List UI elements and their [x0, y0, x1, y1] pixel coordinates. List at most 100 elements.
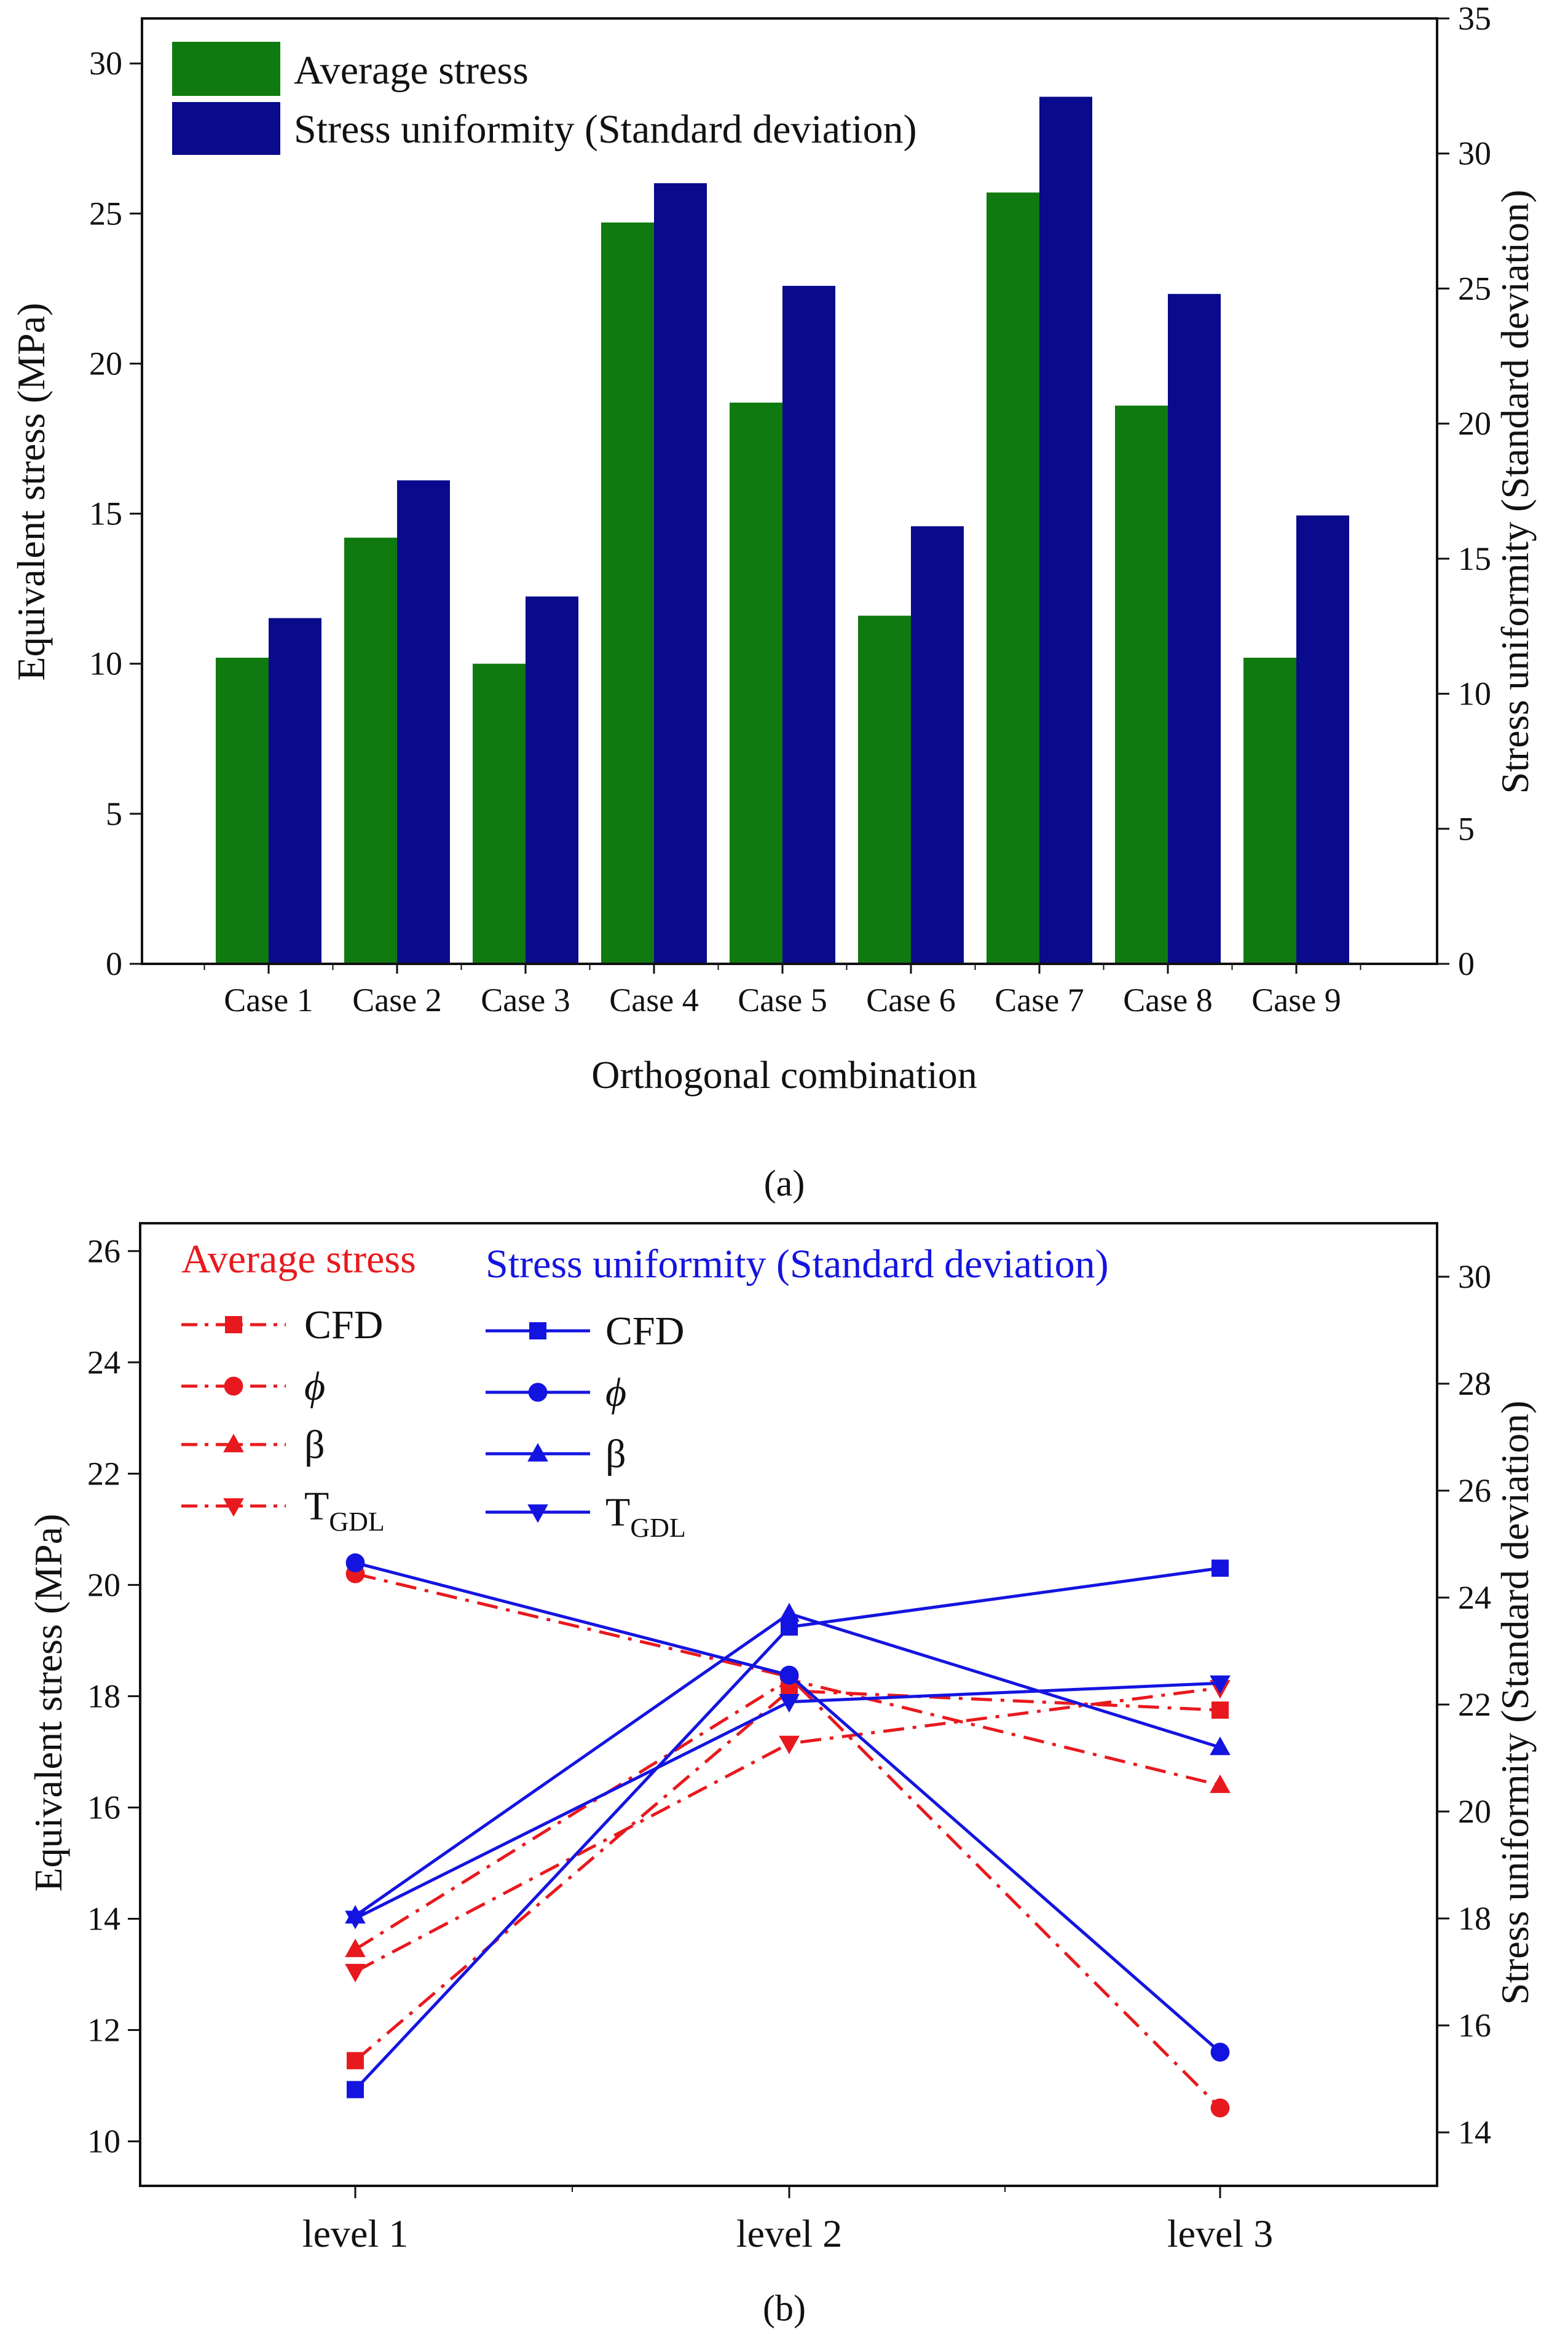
legend-title-average-stress: Average stress: [181, 1237, 416, 1282]
legend-marker-stress-uniformity-standard-deviation-: [527, 1443, 548, 1462]
x-tick-label: Case 8: [1123, 982, 1212, 1019]
panel-b-label: (b): [763, 2288, 806, 2328]
x-tick-label: Case 7: [995, 982, 1084, 1019]
bar-stress-uniformity-case-3: [526, 596, 578, 964]
y2-tick-label: 35: [1458, 0, 1491, 37]
y-tick-label: 22: [87, 1455, 120, 1492]
y-axis-title: Equivalent stress (MPa): [26, 1514, 70, 1892]
y2-tick-label: 26: [1458, 1472, 1491, 1509]
x-tick-label: Case 6: [866, 982, 955, 1019]
y-tick-label: 15: [89, 495, 122, 532]
y-tick-label: 14: [87, 1901, 120, 1938]
bar-average-stress-case-9: [1243, 657, 1296, 964]
bar-stress-uniformity-case-4: [654, 183, 707, 964]
point-stress-uniformity-standard-deviation-tgdl-level-2: [779, 1694, 800, 1713]
point-average-stress-tgdl-level-1: [345, 1963, 366, 1982]
x-tick-label: level 2: [736, 2212, 842, 2255]
y-tick-label: 10: [87, 2123, 120, 2160]
bar-stress-uniformity-case-2: [397, 480, 450, 964]
bar-average-stress-case-8: [1115, 405, 1168, 964]
legend-title-stress-uniformity-standard-deviation: Stress uniformity (Standard deviation): [486, 1242, 1109, 1287]
y-tick-label: 12: [87, 2012, 120, 2049]
point-average-stress-cfd-level-3: [1211, 1701, 1229, 1719]
y2-tick-label: 20: [1458, 1793, 1491, 1830]
plot-frame: [141, 17, 1438, 965]
x-tick-label: level 3: [1167, 2212, 1273, 2255]
y-axis-title: Equivalent stress (MPa): [9, 303, 53, 681]
y-tick-label: 25: [89, 195, 122, 232]
y2-tick-label: 15: [1458, 540, 1491, 577]
point-average-stress--level-3: [1210, 1774, 1231, 1793]
x-tick-label: Case 4: [609, 982, 698, 1019]
legend-swatch-average-stress: [172, 42, 280, 96]
legend-label-average-stress-: ϕ: [304, 1364, 325, 1409]
y2-tick-label: 28: [1458, 1365, 1491, 1402]
series-line-average-stress-: [354, 1678, 1221, 1951]
legend-marker-average-stress-tgdl: [223, 1498, 244, 1517]
bar-average-stress-case-5: [730, 402, 782, 964]
y2-tick-label: 24: [1458, 1579, 1491, 1616]
x-tick-label: Case 1: [224, 982, 313, 1019]
point-stress-uniformity-standard-deviation-cfd-level-3: [1211, 1559, 1229, 1577]
point-average-stress--level-3: [1210, 2098, 1230, 2118]
series-line-average-stress-tgdl: [354, 1686, 1221, 1973]
legend-subscript: GDL: [329, 1507, 384, 1537]
legend-marker-average-stress-: [223, 1433, 244, 1453]
y-tick-label: 5: [106, 795, 122, 832]
y-tick-label: 24: [87, 1344, 120, 1381]
panel-b-line-chart: 10 12 14 16 18 20 22 24 26 14 16 18 20 22 24 26 28 30 leve…: [26, 1222, 1537, 2255]
legend-label-average-stress-: β: [304, 1422, 325, 1467]
y2-tick-label: 22: [1458, 1686, 1491, 1723]
y-tick-label: 26: [87, 1232, 120, 1269]
y2-tick-label: 14: [1458, 2114, 1491, 2151]
bar-average-stress-case-2: [344, 537, 397, 964]
bar-stress-uniformity-case-5: [782, 286, 835, 964]
y-tick-label: 0: [106, 945, 122, 982]
point-average-stress--level-1: [345, 1938, 366, 1957]
y2-tick-label: 5: [1458, 810, 1475, 847]
legend-label-stress-uniformity: Stress uniformity (Standard deviation): [294, 107, 917, 152]
y-tick-label: 30: [89, 45, 122, 82]
x-tick-label: Case 5: [738, 982, 827, 1019]
y-tick-label: 20: [89, 345, 122, 382]
legend-marker-stress-uniformity-standard-deviation-tgdl: [527, 1504, 548, 1523]
y-tick-label: 20: [87, 1566, 120, 1603]
x-tick-label: level 1: [302, 2212, 408, 2255]
legend-marker-average-stress-: [224, 1376, 243, 1396]
y-tick-label: 18: [87, 1678, 120, 1714]
y2-tick-label: 16: [1458, 2007, 1491, 2044]
legend-swatch-stress-uniformity: [172, 102, 280, 155]
point-stress-uniformity-standard-deviation--level-3: [1210, 1737, 1231, 1756]
legend-label-average-stress-tgdl: TGDL: [304, 1484, 385, 1537]
panel-a-label: (a): [764, 1163, 805, 1204]
bar-average-stress-case-7: [987, 192, 1039, 964]
bar-average-stress-case-6: [858, 615, 911, 964]
series-line-stress-uniformity-standard-deviation-tgdl: [354, 1681, 1221, 1920]
y2-tick-label: 18: [1458, 1900, 1491, 1937]
legend-label-stress-uniformity-standard-deviation-tgdl: TGDL: [605, 1490, 686, 1543]
point-stress-uniformity-standard-deviation--level-3: [1210, 2043, 1230, 2062]
x-axis-title: Orthogonal combination: [591, 1053, 977, 1097]
legend-subscript: GDL: [630, 1513, 685, 1543]
series-line-stress-uniformity-standard-deviation-: [355, 1561, 1221, 2054]
y2-tick-label: 25: [1458, 270, 1491, 307]
legend-marker-stress-uniformity-standard-deviation-: [528, 1382, 548, 1402]
series-line-stress-uniformity-standard-deviation-cfd: [354, 1566, 1221, 2091]
bar-average-stress-case-4: [601, 223, 654, 964]
bar-stress-uniformity-case-7: [1039, 97, 1092, 964]
panel-a-bar-chart: Case 1 Case 2 Case 3 Case 4 Case 5 Case 6 Case…: [9, 0, 1537, 1097]
x-tick-label: Case 9: [1251, 982, 1341, 1019]
bar-average-stress-case-1: [216, 657, 269, 964]
point-stress-uniformity-standard-deviation--level-1: [345, 1553, 365, 1572]
point-stress-uniformity-standard-deviation-tgdl-level-3: [1210, 1675, 1231, 1694]
legend-label-average-stress-cfd: CFD: [304, 1303, 383, 1347]
y2-tick-label: 30: [1458, 135, 1491, 172]
x-tick-label: Case 2: [352, 982, 441, 1019]
y-tick-label: 10: [89, 645, 122, 682]
point-stress-uniformity-standard-deviation--level-2: [779, 1603, 800, 1622]
legend-label-stress-uniformity-standard-deviation-: β: [605, 1432, 626, 1476]
y2-tick-label: 20: [1458, 405, 1491, 442]
bar-stress-uniformity-case-8: [1168, 294, 1221, 964]
legend-label-average-stress: Average stress: [294, 48, 529, 93]
